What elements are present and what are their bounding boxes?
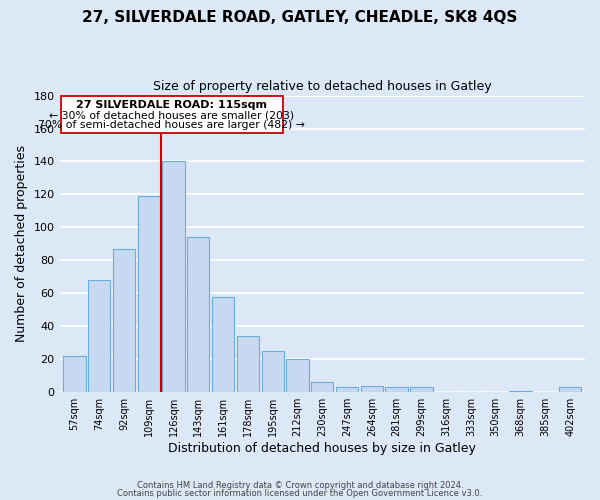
Bar: [212, 296, 234, 392]
Bar: [63, 356, 86, 392]
Bar: [336, 388, 358, 392]
Text: 70% of semi-detached houses are larger (482) →: 70% of semi-detached houses are larger (…: [38, 120, 305, 130]
Bar: [559, 388, 581, 392]
Bar: [262, 351, 284, 392]
Bar: [410, 388, 433, 392]
Text: 27, SILVERDALE ROAD, GATLEY, CHEADLE, SK8 4QS: 27, SILVERDALE ROAD, GATLEY, CHEADLE, SK…: [82, 10, 518, 25]
Bar: [286, 359, 308, 392]
Bar: [509, 390, 532, 392]
Text: ← 30% of detached houses are smaller (203): ← 30% of detached houses are smaller (20…: [49, 110, 294, 120]
X-axis label: Distribution of detached houses by size in Gatley: Distribution of detached houses by size …: [169, 442, 476, 455]
Text: Contains public sector information licensed under the Open Government Licence v3: Contains public sector information licen…: [118, 488, 482, 498]
Bar: [311, 382, 334, 392]
FancyBboxPatch shape: [61, 96, 283, 134]
Title: Size of property relative to detached houses in Gatley: Size of property relative to detached ho…: [153, 80, 491, 93]
Bar: [237, 336, 259, 392]
Bar: [137, 196, 160, 392]
Y-axis label: Number of detached properties: Number of detached properties: [15, 146, 28, 342]
Bar: [385, 388, 408, 392]
Bar: [187, 238, 209, 392]
Text: Contains HM Land Registry data © Crown copyright and database right 2024.: Contains HM Land Registry data © Crown c…: [137, 481, 463, 490]
Bar: [88, 280, 110, 392]
Bar: [113, 249, 135, 392]
Bar: [361, 386, 383, 392]
Text: 27 SILVERDALE ROAD: 115sqm: 27 SILVERDALE ROAD: 115sqm: [76, 100, 267, 110]
Bar: [163, 162, 185, 392]
